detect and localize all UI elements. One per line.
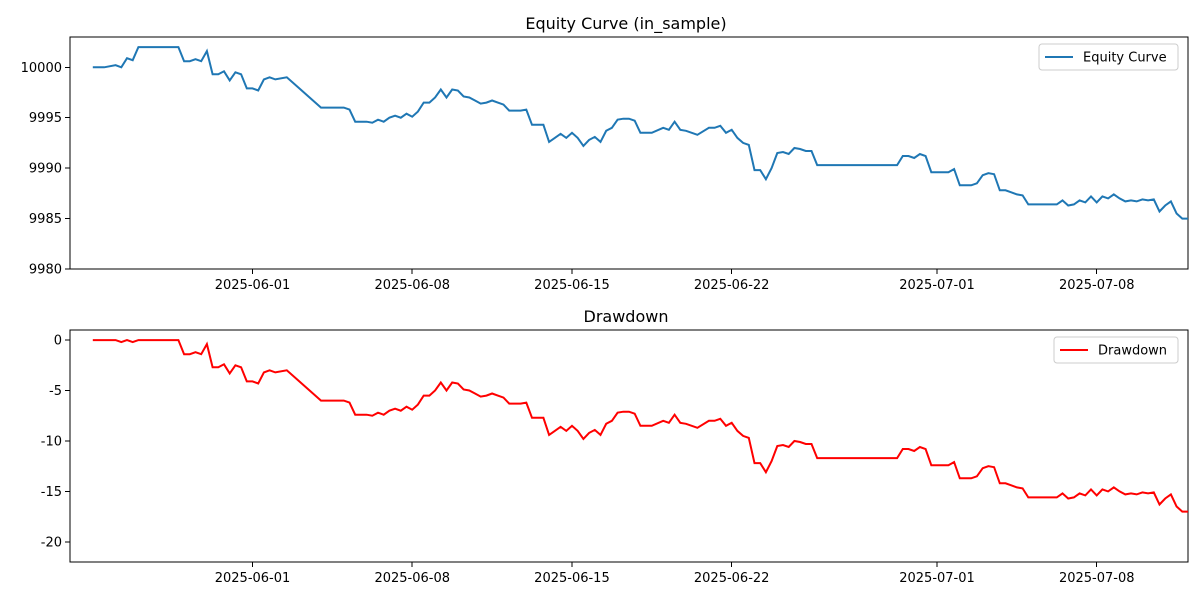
equity-legend-label: Equity Curve (1083, 51, 1167, 66)
x-tick-label: 2025-07-08 (1059, 571, 1135, 586)
y-tick-label: 0 (54, 334, 62, 349)
y-tick-label: -5 (49, 384, 62, 399)
y-tick-label: -20 (41, 535, 62, 550)
x-tick-label: 2025-06-01 (215, 278, 291, 293)
drawdown-legend-label: Drawdown (1098, 344, 1167, 359)
x-tick-label: 2025-07-01 (899, 571, 975, 586)
drawdown-chart-title: Drawdown (584, 307, 669, 326)
equity-y-ticks: 9980 9985 9990 9995 10000 (21, 61, 70, 278)
y-tick-label: -10 (41, 434, 62, 449)
x-tick-label: 2025-06-15 (534, 278, 610, 293)
equity-x-ticks: 2025-06-01 2025-06-08 2025-06-15 2025-06-22… (215, 269, 1135, 293)
equity-chart-title: Equity Curve (in_sample) (525, 14, 726, 34)
x-tick-label: 2025-06-08 (374, 571, 450, 586)
y-tick-label: 10000 (21, 61, 62, 76)
drawdown-chart-axes-frame (69, 329, 1189, 563)
equity-chart-axes-frame (69, 36, 1189, 270)
x-tick-label: 2025-06-22 (694, 278, 770, 293)
y-tick-label: 9980 (29, 263, 62, 278)
drawdown-line (92, 339, 1188, 513)
y-tick-label: 9995 (29, 111, 62, 126)
y-tick-label: -15 (41, 485, 62, 500)
x-tick-label: 2025-06-22 (694, 571, 770, 586)
drawdown-y-ticks: -20 -15 -10 -5 0 (41, 334, 70, 550)
drawdown-chart: Drawdown -20-15-10-50 2025-06-01 2025-06-… (41, 307, 1189, 586)
x-tick-label: 2025-07-01 (899, 278, 975, 293)
y-tick-label: 9990 (29, 162, 62, 177)
x-tick-label: 2025-06-15 (534, 571, 610, 586)
equity-curve-chart: Equity Curve (in_sample) 9980 9985 9990 999… (21, 14, 1189, 293)
drawdown-x-ticks: 2025-06-01 2025-06-08 2025-06-15 2025-06-22… (215, 562, 1135, 586)
x-tick-label: 2025-06-01 (215, 571, 291, 586)
equity-curve-line (92, 46, 1188, 220)
drawdown-legend: Drawdown (1053, 336, 1179, 364)
y-tick-label: 9985 (29, 212, 62, 227)
x-tick-label: 2025-06-08 (374, 278, 450, 293)
equity-legend: Equity Curve (1038, 43, 1179, 71)
x-tick-label: 2025-07-08 (1059, 278, 1135, 293)
